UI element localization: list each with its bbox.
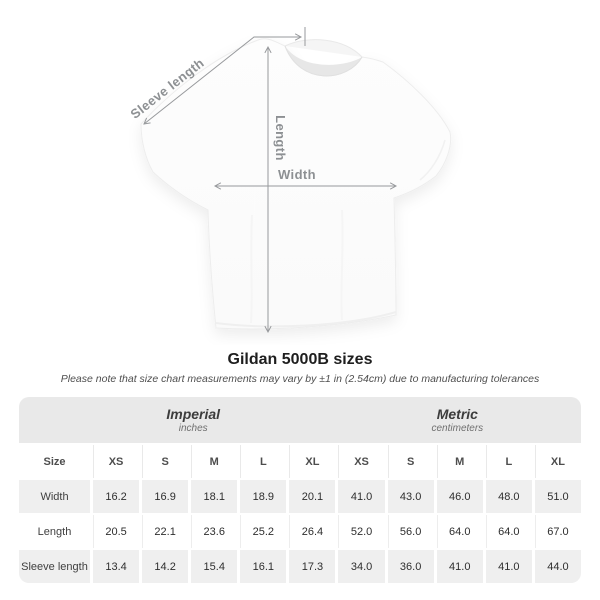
inches-sublabel: inches xyxy=(178,423,208,434)
row-label-width: Width xyxy=(19,478,90,513)
size-column-header: Size xyxy=(19,445,90,478)
value-cell: 18.9 xyxy=(237,478,287,513)
size-grid: Size XS S M L XL XS S M L XL Width 16.2 … xyxy=(19,445,581,583)
metric-label: Metric xyxy=(436,406,478,422)
header-imperial-m: M xyxy=(188,445,238,478)
value-cell: 56.0 xyxy=(384,513,434,548)
value-cell: 44.0 xyxy=(531,548,581,583)
dimension-lines xyxy=(143,27,398,334)
header-imperial-xs: XS xyxy=(90,445,140,478)
value-cell: 20.5 xyxy=(90,513,140,548)
value-cell: 13.4 xyxy=(90,548,140,583)
value-cell: 52.0 xyxy=(335,513,385,548)
value-cell: 16.1 xyxy=(237,548,287,583)
header-metric-l: L xyxy=(482,445,532,478)
value-cell: 22.1 xyxy=(139,513,189,548)
value-cell: 46.0 xyxy=(433,478,483,513)
value-cell: 34.0 xyxy=(335,548,385,583)
value-cell: 25.2 xyxy=(237,513,287,548)
header-imperial-xl: XL xyxy=(286,445,336,478)
page-title: Gildan 5000B sizes xyxy=(227,351,373,368)
row-label-sleeve-length: Sleeve length xyxy=(19,548,90,583)
value-cell: 20.1 xyxy=(286,478,336,513)
tshirt-measurement-diagram: Sleeve length Length Width xyxy=(128,27,452,334)
header-metric-m: M xyxy=(433,445,483,478)
row-label-length: Length xyxy=(19,513,90,548)
value-cell: 51.0 xyxy=(531,478,581,513)
value-cell: 26.4 xyxy=(286,513,336,548)
value-cell: 17.3 xyxy=(286,548,336,583)
header-metric-xl: XL xyxy=(531,445,581,478)
value-cell: 48.0 xyxy=(482,478,532,513)
unit-group-header: Imperial inches Metric centimeters xyxy=(19,397,581,443)
tshirt-image xyxy=(140,38,452,330)
centimeters-sublabel: centimeters xyxy=(431,423,484,434)
value-cell: 14.2 xyxy=(139,548,189,583)
value-cell: 15.4 xyxy=(188,548,238,583)
sleeve-length-arrow xyxy=(143,33,303,125)
value-cell: 67.0 xyxy=(531,513,581,548)
group-header-metric: Metric centimeters xyxy=(334,397,581,443)
header-metric-s: S xyxy=(384,445,434,478)
tolerance-note: Please note that size chart measurements… xyxy=(60,373,540,385)
value-cell: 41.0 xyxy=(482,548,532,583)
width-label: Width xyxy=(278,167,316,182)
value-cell: 16.9 xyxy=(139,478,189,513)
value-cell: 43.0 xyxy=(384,478,434,513)
header-imperial-s: S xyxy=(139,445,189,478)
length-label: Length xyxy=(273,115,288,161)
size-chart-table: Imperial inches Metric centimeters Size … xyxy=(19,397,581,583)
header-imperial-l: L xyxy=(237,445,287,478)
header-metric-xs: XS xyxy=(335,445,385,478)
title-block: Gildan 5000B sizes Please note that size… xyxy=(0,351,600,385)
value-cell: 64.0 xyxy=(433,513,483,548)
value-cell: 16.2 xyxy=(90,478,140,513)
value-cell: 23.6 xyxy=(188,513,238,548)
value-cell: 36.0 xyxy=(384,548,434,583)
value-cell: 41.0 xyxy=(335,478,385,513)
imperial-label: Imperial xyxy=(166,406,221,422)
value-cell: 64.0 xyxy=(482,513,532,548)
value-cell: 18.1 xyxy=(188,478,238,513)
value-cell: 41.0 xyxy=(433,548,483,583)
group-header-imperial: Imperial inches xyxy=(36,397,351,443)
